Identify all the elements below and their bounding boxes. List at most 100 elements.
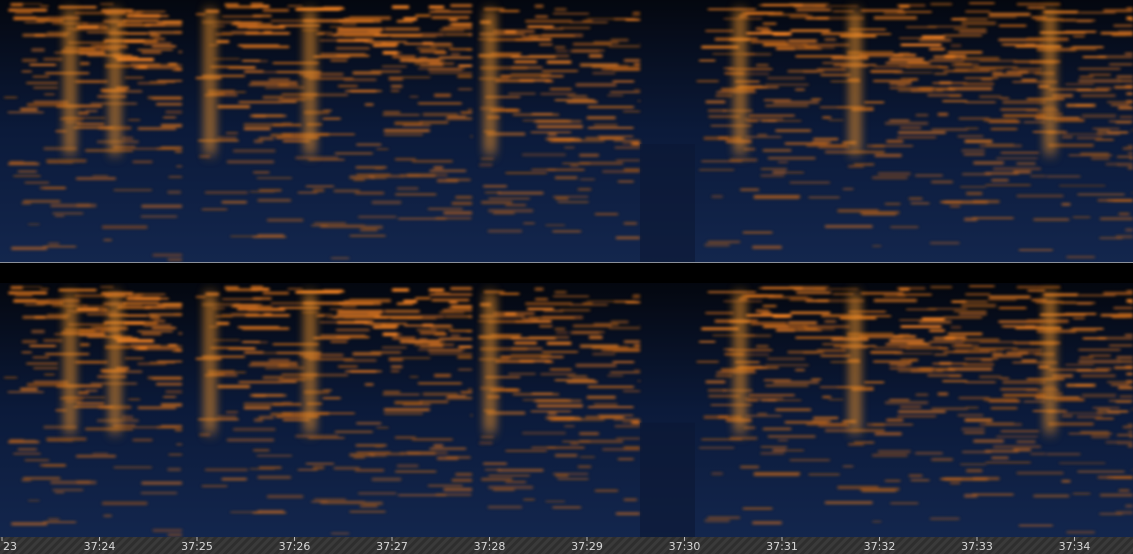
streak xyxy=(585,137,621,140)
streak xyxy=(403,17,416,21)
streak xyxy=(986,184,1031,186)
streak xyxy=(963,363,994,366)
streak xyxy=(298,192,318,194)
streak xyxy=(251,81,298,84)
streak xyxy=(392,55,415,59)
streak xyxy=(938,112,948,116)
streak xyxy=(699,169,734,171)
streak xyxy=(901,325,942,328)
streak xyxy=(450,287,472,291)
streak xyxy=(931,458,952,461)
streak xyxy=(22,351,32,353)
time-label: 37:32 xyxy=(864,540,896,553)
streak xyxy=(123,19,158,22)
streak xyxy=(1065,31,1096,33)
streak xyxy=(43,187,65,189)
streak xyxy=(383,390,400,393)
streak xyxy=(423,113,458,117)
streak xyxy=(587,18,627,20)
streak xyxy=(488,505,522,508)
streak xyxy=(570,304,607,306)
streak xyxy=(525,20,572,24)
streak xyxy=(705,519,730,523)
streak xyxy=(34,316,45,319)
streak xyxy=(974,66,1018,68)
streak xyxy=(350,90,376,93)
streak xyxy=(791,29,831,32)
streak xyxy=(919,320,951,324)
streak xyxy=(555,454,577,458)
streak xyxy=(624,59,640,63)
channel-right xyxy=(0,283,1133,537)
streak xyxy=(350,511,386,513)
streak xyxy=(796,55,844,58)
streak xyxy=(996,435,1037,438)
streak xyxy=(1117,441,1133,445)
streak xyxy=(705,243,730,247)
streak xyxy=(872,176,907,179)
streak xyxy=(796,336,844,339)
streak xyxy=(965,10,990,13)
streak xyxy=(943,34,981,36)
streak xyxy=(1054,398,1084,401)
streak xyxy=(578,465,591,468)
streak xyxy=(1062,136,1072,139)
streak xyxy=(138,330,173,332)
streak xyxy=(632,12,640,16)
streak xyxy=(53,489,83,492)
streak xyxy=(152,377,182,380)
streak xyxy=(429,288,444,291)
streak xyxy=(365,383,373,386)
glow xyxy=(733,10,747,154)
channel-divider xyxy=(0,262,1133,263)
streak xyxy=(960,17,987,20)
streak xyxy=(634,63,640,66)
streak xyxy=(706,100,726,104)
streak xyxy=(141,215,177,218)
streak xyxy=(535,4,544,8)
glow xyxy=(63,10,77,154)
streak xyxy=(1070,328,1097,332)
streak xyxy=(489,197,530,199)
streak xyxy=(244,351,263,354)
streak xyxy=(415,297,430,300)
streak xyxy=(607,66,640,70)
streak xyxy=(871,70,903,73)
streak xyxy=(175,313,182,316)
streak xyxy=(331,59,348,62)
streak xyxy=(382,346,406,349)
streak xyxy=(523,498,534,500)
streak xyxy=(699,447,734,449)
streak xyxy=(141,332,161,335)
streak xyxy=(350,235,386,237)
streak xyxy=(966,192,982,196)
streak xyxy=(756,11,767,14)
streak xyxy=(1065,313,1096,315)
streak xyxy=(570,442,578,445)
streak xyxy=(26,82,57,85)
streak xyxy=(168,533,182,536)
streak xyxy=(18,170,37,173)
streak xyxy=(626,19,640,21)
streak xyxy=(555,197,568,200)
streak xyxy=(547,341,571,345)
streak xyxy=(1079,12,1115,14)
streak xyxy=(461,391,472,394)
streak xyxy=(578,188,591,191)
streak xyxy=(965,101,995,103)
streak xyxy=(1003,380,1047,384)
streak xyxy=(752,521,781,525)
streak xyxy=(587,395,616,399)
streak xyxy=(418,348,465,350)
streak xyxy=(323,6,342,9)
streak xyxy=(555,46,565,49)
streak xyxy=(938,392,948,396)
streak xyxy=(420,400,449,403)
streak xyxy=(104,239,112,242)
streak xyxy=(135,293,165,295)
streak xyxy=(1019,524,1053,526)
streak xyxy=(864,381,884,383)
streak xyxy=(436,493,472,496)
streak xyxy=(1031,175,1046,178)
streak xyxy=(1062,480,1071,483)
